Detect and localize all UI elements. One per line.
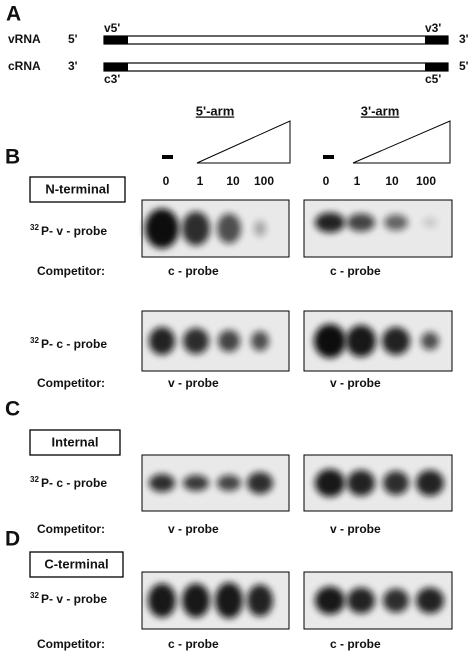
- domain-box: [29, 429, 121, 456]
- band: [247, 584, 273, 617]
- probe-label: P- c - probe: [41, 476, 107, 490]
- concentration-triangle: [352, 120, 451, 164]
- band: [145, 208, 179, 249]
- domain-box: [29, 176, 126, 203]
- panel-letter: D: [5, 528, 20, 551]
- terminal-tag: v5': [104, 21, 120, 35]
- band: [218, 330, 240, 352]
- lane-label: 1: [354, 174, 361, 188]
- band: [421, 332, 439, 350]
- lane-label: 10: [226, 174, 240, 188]
- competitor-label: Competitor:: [37, 376, 105, 390]
- band: [247, 472, 273, 494]
- band: [347, 470, 375, 496]
- concentration-triangle: [196, 120, 291, 164]
- band: [251, 331, 269, 351]
- band: [423, 217, 437, 228]
- rna-name: vRNA: [8, 32, 41, 46]
- rna-terminal: [425, 36, 448, 44]
- probe-label: P- v - probe: [41, 224, 107, 238]
- band: [383, 471, 409, 495]
- rna-name: cRNA: [8, 59, 41, 73]
- domain-label: N-terminal: [45, 181, 109, 196]
- probe-label: 32: [30, 475, 39, 484]
- probe-label: P- c - probe: [41, 337, 107, 351]
- band: [149, 327, 175, 355]
- rna-end: 5': [68, 32, 78, 46]
- band: [182, 583, 210, 618]
- competitor-probe: v - probe: [168, 376, 219, 390]
- band: [183, 328, 209, 354]
- band: [183, 475, 209, 491]
- competitor-probe: c - probe: [330, 637, 381, 651]
- rna-end: 3': [68, 59, 78, 73]
- panel-letter: C: [5, 398, 20, 421]
- band: [215, 582, 243, 619]
- probe-label: 32: [30, 591, 39, 600]
- domain-box: [29, 551, 124, 578]
- lane-label: 100: [416, 174, 436, 188]
- competitor-label: Competitor:: [37, 264, 105, 278]
- panel-letter: B: [5, 146, 20, 169]
- band: [416, 470, 444, 496]
- no-protein-bar: [162, 155, 173, 159]
- competitor-probe: v - probe: [330, 376, 381, 390]
- rna-end: 3': [459, 32, 469, 46]
- arm-label: 3'-arm: [361, 103, 400, 118]
- band: [182, 211, 210, 246]
- panel-letter: A: [6, 3, 21, 26]
- rna-terminal: [425, 63, 448, 71]
- terminal-tag: c5': [425, 72, 441, 86]
- band: [315, 212, 345, 233]
- lane-label: 1: [197, 174, 204, 188]
- lane-label: 100: [254, 174, 274, 188]
- band: [217, 475, 241, 491]
- band: [347, 587, 375, 614]
- rna-bar: [103, 35, 449, 45]
- terminal-tag: v3': [425, 21, 441, 35]
- rna-terminal: [104, 63, 128, 71]
- competitor-probe: c - probe: [168, 264, 219, 278]
- terminal-tag: c3': [104, 72, 120, 86]
- band: [148, 583, 176, 618]
- rna-end: 5': [459, 59, 469, 73]
- band: [382, 327, 410, 355]
- domain-label: C-terminal: [44, 556, 108, 571]
- lane-label: 10: [385, 174, 399, 188]
- arm-label: 5'-arm: [196, 103, 235, 118]
- band: [315, 586, 345, 615]
- band: [217, 213, 241, 244]
- band: [254, 220, 266, 237]
- band: [416, 587, 444, 614]
- lane-label: 0: [163, 174, 170, 188]
- competitor-probe: c - probe: [168, 637, 219, 651]
- band: [384, 214, 408, 231]
- rna-terminal: [104, 36, 128, 44]
- probe-label: 32: [30, 336, 39, 345]
- competitor-label: Competitor:: [37, 637, 105, 651]
- band: [315, 469, 345, 497]
- competitor-probe: c - probe: [330, 264, 381, 278]
- lane-label: 0: [323, 174, 330, 188]
- band: [346, 325, 376, 357]
- band: [149, 474, 175, 492]
- rna-bar: [103, 62, 449, 72]
- band: [347, 213, 375, 232]
- probe-label: 32: [30, 223, 39, 232]
- competitor-probe: v - probe: [168, 522, 219, 536]
- competitor-probe: v - probe: [330, 522, 381, 536]
- probe-label: P- v - probe: [41, 592, 107, 606]
- domain-label: Internal: [52, 434, 99, 449]
- band: [314, 324, 346, 358]
- band: [383, 588, 409, 613]
- no-protein-bar: [323, 155, 334, 159]
- competitor-label: Competitor:: [37, 522, 105, 536]
